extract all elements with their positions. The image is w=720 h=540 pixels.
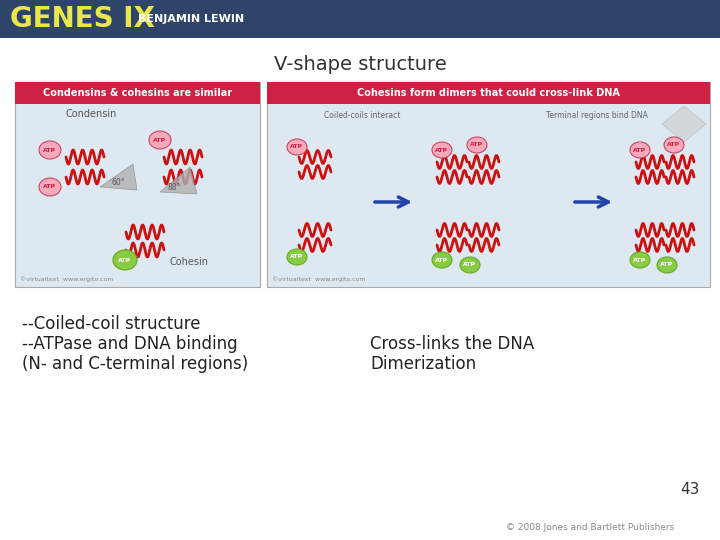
Text: ATP: ATP bbox=[290, 254, 304, 260]
Ellipse shape bbox=[630, 252, 650, 268]
Text: ATP: ATP bbox=[436, 258, 449, 262]
Text: Dimerization: Dimerization bbox=[370, 355, 476, 373]
Ellipse shape bbox=[460, 257, 480, 273]
Text: Cross-links the DNA: Cross-links the DNA bbox=[370, 335, 534, 353]
Ellipse shape bbox=[664, 137, 684, 153]
Text: 60°: 60° bbox=[111, 178, 125, 187]
Ellipse shape bbox=[432, 252, 452, 268]
Ellipse shape bbox=[432, 142, 452, 158]
Ellipse shape bbox=[287, 139, 307, 155]
Ellipse shape bbox=[113, 250, 137, 270]
Text: ATP: ATP bbox=[634, 147, 647, 152]
FancyBboxPatch shape bbox=[15, 82, 260, 104]
Text: Cohesins form dimers that could cross-link DNA: Cohesins form dimers that could cross-li… bbox=[357, 88, 620, 98]
Text: ATP: ATP bbox=[153, 138, 166, 143]
Text: ATP: ATP bbox=[470, 143, 484, 147]
Text: ATP: ATP bbox=[43, 147, 57, 152]
Text: --Coiled-coil structure: --Coiled-coil structure bbox=[22, 315, 200, 333]
Ellipse shape bbox=[467, 137, 487, 153]
Text: Condensins & cohesins are similar: Condensins & cohesins are similar bbox=[43, 88, 232, 98]
Text: ATP: ATP bbox=[634, 258, 647, 262]
Ellipse shape bbox=[149, 131, 171, 149]
Text: GENES IX: GENES IX bbox=[10, 5, 155, 33]
Text: ATP: ATP bbox=[436, 147, 449, 152]
Text: (N- and C-terminal regions): (N- and C-terminal regions) bbox=[22, 355, 248, 373]
Text: ATP: ATP bbox=[118, 258, 132, 262]
FancyBboxPatch shape bbox=[267, 82, 710, 287]
FancyBboxPatch shape bbox=[15, 82, 260, 287]
Polygon shape bbox=[100, 164, 137, 190]
Text: ATP: ATP bbox=[667, 143, 680, 147]
Text: V-shape structure: V-shape structure bbox=[274, 56, 446, 75]
Ellipse shape bbox=[287, 249, 307, 265]
Text: 88°: 88° bbox=[168, 183, 181, 192]
Text: ATP: ATP bbox=[43, 185, 57, 190]
Polygon shape bbox=[662, 106, 706, 142]
Polygon shape bbox=[160, 167, 197, 194]
Text: © 2008 Jones and Bartlett Publishers: © 2008 Jones and Bartlett Publishers bbox=[506, 523, 674, 532]
Ellipse shape bbox=[39, 178, 61, 196]
Ellipse shape bbox=[630, 142, 650, 158]
Text: Coiled-coils interact: Coiled-coils interact bbox=[324, 111, 400, 120]
Text: Terminal regions bind DNA: Terminal regions bind DNA bbox=[546, 111, 648, 120]
Text: 43: 43 bbox=[680, 483, 700, 497]
Text: Cohesin: Cohesin bbox=[170, 257, 209, 267]
Text: ©virtualtext  www.ergito.com: ©virtualtext www.ergito.com bbox=[272, 276, 366, 282]
Ellipse shape bbox=[39, 141, 61, 159]
Text: Condensin: Condensin bbox=[65, 109, 117, 119]
Ellipse shape bbox=[657, 257, 677, 273]
FancyBboxPatch shape bbox=[267, 82, 710, 104]
Text: ©virtualtext  www.ergito.com: ©virtualtext www.ergito.com bbox=[20, 276, 114, 282]
Text: --ATPase and DNA binding: --ATPase and DNA binding bbox=[22, 335, 238, 353]
Text: ATP: ATP bbox=[660, 262, 674, 267]
FancyBboxPatch shape bbox=[0, 0, 720, 38]
Text: BENJAMIN LEWIN: BENJAMIN LEWIN bbox=[138, 14, 244, 24]
Text: ATP: ATP bbox=[464, 262, 477, 267]
Text: ATP: ATP bbox=[290, 145, 304, 150]
